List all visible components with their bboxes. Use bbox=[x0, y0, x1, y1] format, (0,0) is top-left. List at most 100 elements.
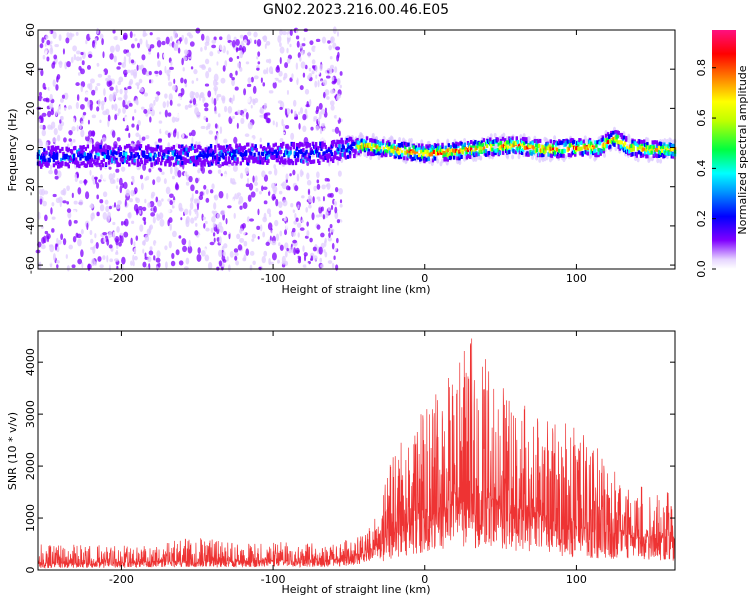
spectrogram-noise-cell bbox=[311, 59, 316, 65]
spectrogram-ridge-cell bbox=[42, 160, 45, 165]
spectrogram-noise-cell bbox=[256, 56, 259, 60]
spectrogram-ridge-cell bbox=[200, 153, 203, 158]
spectrogram-noise-cell bbox=[272, 196, 277, 200]
spectrogram-noise-cell bbox=[195, 177, 199, 184]
spectrogram-ridge-cell bbox=[525, 137, 528, 142]
spectrogram-noise-cell bbox=[194, 263, 199, 270]
spectrogram-noise-cell bbox=[239, 237, 245, 243]
spectrogram-noise-cell bbox=[96, 82, 101, 87]
spectrogram-noise-cell bbox=[52, 253, 56, 262]
spectrogram-ridge-cell bbox=[235, 143, 238, 148]
spectrogram-noise-cell bbox=[95, 90, 100, 97]
spectrogram-ridge-cell bbox=[286, 145, 289, 150]
spectrogram-noise-cell bbox=[96, 211, 100, 217]
spectrogram-noise-cell bbox=[141, 232, 144, 237]
spectrogram-noise-cell bbox=[184, 135, 188, 139]
spectrogram-ridge-cell bbox=[59, 149, 62, 154]
spectrogram-ridge-cell bbox=[215, 161, 218, 166]
spectrogram-noise-cell bbox=[167, 112, 172, 117]
spectrogram-noise-cell bbox=[531, 154, 535, 160]
spectrogram-noise-cell bbox=[156, 176, 161, 183]
spectrogram-ridge-cell bbox=[516, 140, 520, 145]
y-tick-label: -20 bbox=[24, 178, 37, 196]
spectrogram-ridge-cell bbox=[417, 153, 421, 158]
spectrogram-noise-cell bbox=[300, 219, 304, 223]
spectrogram-noise-cell bbox=[203, 102, 209, 108]
spectrogram-ridge-cell bbox=[388, 147, 391, 152]
spectrogram-noise-cell bbox=[289, 173, 292, 177]
spectrogram-noise-cell bbox=[135, 197, 141, 204]
spectrogram-ridge-cell bbox=[253, 152, 256, 157]
spectrogram-noise-cell bbox=[204, 83, 210, 87]
spectrogram-noise-cell bbox=[324, 177, 329, 182]
spectrogram-ridge-cell bbox=[217, 143, 220, 148]
spectrogram-noise-cell bbox=[538, 157, 542, 163]
spectrogram-noise-cell bbox=[271, 252, 277, 261]
spectrogram-noise-cell bbox=[284, 108, 288, 116]
spectrogram-ridge-cell bbox=[79, 152, 82, 157]
spectrogram-ridge-cell bbox=[426, 153, 429, 158]
spectrogram-noise-cell bbox=[51, 202, 55, 207]
spectrogram-noise-cell bbox=[308, 67, 312, 72]
spectrogram-ridge-cell bbox=[333, 139, 336, 144]
spectrogram-ridge-cell bbox=[368, 148, 371, 153]
spectrogram-ridge-cell bbox=[154, 153, 158, 158]
spectrogram-noise-cell bbox=[169, 66, 174, 71]
spectrogram-noise-cell bbox=[170, 260, 176, 267]
spectrogram-ridge-cell bbox=[252, 159, 255, 164]
spectrogram-ridge-cell bbox=[47, 146, 50, 151]
spectrogram-ridge-cell bbox=[305, 149, 308, 154]
spectrogram-noise-cell bbox=[322, 196, 325, 202]
spectrogram-ridge-cell bbox=[475, 152, 478, 157]
spectrogram-noise-cell bbox=[198, 234, 202, 241]
spectrogram-noise-cell bbox=[149, 103, 154, 111]
spectrogram-ridge-cell bbox=[118, 162, 121, 167]
spectrogram-noise-cell bbox=[339, 122, 342, 129]
spectrogram-ridge-cell bbox=[276, 158, 280, 163]
spectrogram-ridge-cell bbox=[287, 153, 290, 158]
spectrogram-ridge-cell bbox=[76, 149, 79, 154]
spectrogram-ridge-cell bbox=[391, 146, 394, 151]
spectrogram-noise-cell bbox=[168, 240, 172, 249]
spectrogram-noise-cell bbox=[108, 80, 113, 87]
spectrogram-noise-cell bbox=[229, 251, 234, 258]
spectrogram-noise-cell bbox=[236, 233, 241, 240]
spectrogram-noise-cell bbox=[62, 238, 67, 246]
spectrogram-ridge-cell bbox=[602, 146, 606, 151]
spectrogram-noise-cell bbox=[298, 257, 302, 261]
spectrogram-noise-cell bbox=[39, 140, 43, 148]
spectrogram-noise-cell bbox=[136, 64, 139, 71]
spectrogram-noise-cell bbox=[184, 82, 188, 88]
spectrogram-ridge-cell bbox=[181, 160, 184, 165]
spectrogram-frame bbox=[37, 29, 676, 270]
spectrogram-noise-cell bbox=[66, 208, 72, 213]
spectrogram-noise-cell bbox=[281, 181, 287, 190]
spectrogram-noise-cell bbox=[242, 257, 247, 262]
spectrogram-ridge-cell bbox=[670, 143, 674, 148]
spectrogram-ridge-cell bbox=[203, 162, 206, 167]
spectrogram-noise-cell bbox=[553, 135, 557, 141]
spectrogram-ridge-cell bbox=[542, 152, 545, 157]
spectrogram-noise-cell bbox=[132, 178, 135, 184]
spectrogram-noise-cell bbox=[310, 255, 313, 261]
spectrogram-ridge-cell bbox=[52, 163, 56, 168]
spectrogram-noise-cell bbox=[219, 36, 223, 41]
spectrogram-noise-cell bbox=[123, 231, 129, 238]
spectrogram-ridge-cell bbox=[474, 139, 477, 144]
spectrogram-ridge-cell bbox=[137, 154, 141, 159]
spectrogram-ridge-cell bbox=[397, 155, 401, 160]
spectrogram-noise-cell bbox=[103, 88, 106, 96]
spectrogram-ridge-cell bbox=[353, 153, 356, 158]
spectrogram-ridge-cell bbox=[612, 136, 615, 141]
spectrogram-noise-cell bbox=[216, 95, 219, 101]
spectrogram-noise-cell bbox=[138, 206, 143, 211]
spectrogram-noise-cell bbox=[279, 46, 285, 54]
spectrogram-noise-cell bbox=[244, 167, 250, 175]
spectrogram-ridge-cell bbox=[345, 140, 349, 145]
spectrogram-noise-cell bbox=[158, 111, 162, 115]
spectrogram-noise-cell bbox=[50, 207, 53, 215]
spectrogram-noise-cell bbox=[280, 220, 284, 228]
spectrogram-ridge-cell bbox=[542, 145, 545, 150]
spectrogram-noise-cell bbox=[182, 67, 185, 72]
spectrogram-ridge-cell bbox=[632, 143, 635, 148]
